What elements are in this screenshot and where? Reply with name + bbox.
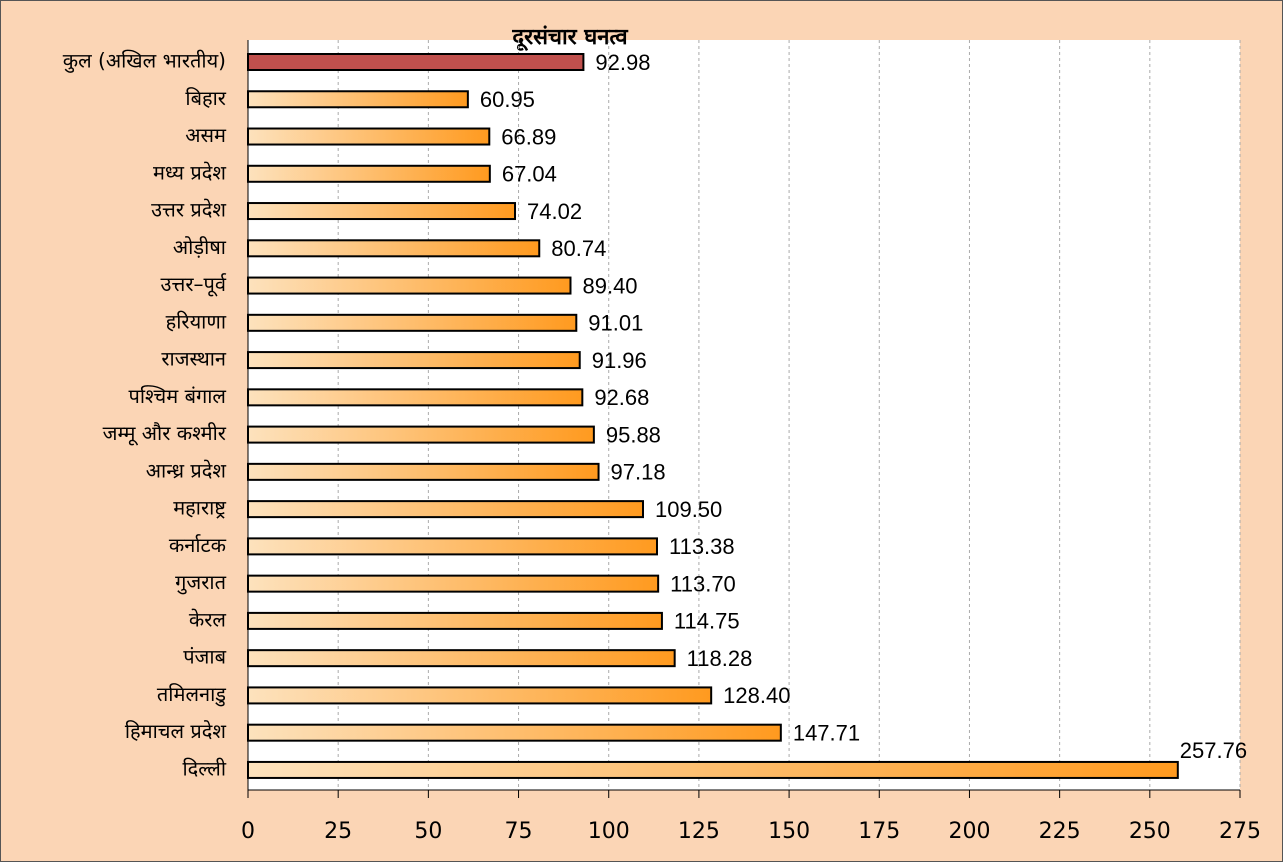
bar bbox=[247, 760, 1179, 779]
y-tick-label: हिमाचल प्रदेश bbox=[125, 719, 227, 743]
data-label: 97.18 bbox=[611, 460, 666, 485]
x-tick-label: 100 bbox=[588, 819, 630, 844]
bar bbox=[247, 202, 517, 221]
data-label: 74.02 bbox=[527, 199, 582, 224]
y-tick-label: पश्चिम बंगाल bbox=[129, 384, 227, 408]
y-tick-label: महाराष्ट्र bbox=[173, 496, 226, 520]
x-tick-label: 150 bbox=[768, 819, 810, 844]
x-tick-label: 225 bbox=[1039, 819, 1081, 844]
bar bbox=[247, 723, 782, 742]
bar bbox=[247, 53, 585, 71]
data-label: 66.89 bbox=[501, 124, 556, 149]
y-tick-label: उत्तर प्रदेश bbox=[151, 198, 226, 222]
y-tick-label: ओड़ीषा bbox=[173, 235, 227, 259]
data-label: 91.01 bbox=[588, 311, 643, 336]
bar bbox=[247, 611, 663, 630]
data-label: 118.28 bbox=[687, 646, 753, 671]
x-tick-label: 75 bbox=[505, 819, 533, 844]
y-tick-label: पंजाब bbox=[183, 645, 226, 669]
bar bbox=[247, 164, 491, 183]
bar bbox=[247, 500, 644, 519]
data-label: 113.70 bbox=[670, 571, 736, 596]
x-tick-label: 175 bbox=[858, 819, 900, 844]
x-tick-label: 50 bbox=[414, 819, 442, 844]
chart-title: दूरसंचार घनत्व bbox=[511, 25, 628, 52]
y-tick-label: आन्ध्र प्रदेश bbox=[146, 458, 227, 482]
data-label: 113.38 bbox=[669, 534, 735, 559]
bar bbox=[247, 462, 600, 481]
data-label: 114.75 bbox=[674, 609, 740, 634]
data-label: 60.95 bbox=[480, 87, 535, 112]
y-tick-label: दिल्ली bbox=[182, 756, 226, 780]
bar bbox=[247, 574, 660, 593]
y-tick-label: असम bbox=[185, 123, 227, 147]
data-label: 147.71 bbox=[793, 720, 860, 745]
y-tick-label: तमिलनाडु bbox=[157, 682, 226, 707]
bar bbox=[247, 537, 658, 556]
bar bbox=[247, 686, 713, 705]
y-tick-label: गुजरात bbox=[175, 570, 226, 595]
bar bbox=[247, 127, 491, 146]
data-label: 257.76 bbox=[1180, 738, 1247, 763]
bar bbox=[247, 351, 581, 370]
y-tick-label: हरियाणा bbox=[166, 309, 227, 333]
bar bbox=[247, 90, 469, 109]
x-tick-label: 25 bbox=[324, 819, 352, 844]
data-label: 67.04 bbox=[502, 162, 557, 187]
data-label: 91.96 bbox=[592, 348, 647, 373]
y-tick-label: केरल bbox=[189, 607, 227, 631]
data-label: 95.88 bbox=[606, 422, 661, 447]
bar bbox=[247, 276, 572, 295]
data-label: 92.98 bbox=[595, 50, 650, 75]
x-tick-label: 275 bbox=[1219, 819, 1261, 844]
y-tick-label: कर्नाटक bbox=[169, 533, 227, 557]
y-tick-label: कुल (अखिल भारतीय) bbox=[63, 49, 226, 74]
bar bbox=[247, 649, 676, 668]
bar bbox=[247, 313, 578, 332]
y-tick-label: मध्य प्रदेश bbox=[153, 160, 226, 184]
y-tick-label: राजस्थान bbox=[161, 347, 227, 371]
bar bbox=[247, 425, 595, 444]
plot-area bbox=[248, 40, 1240, 790]
y-tick-label: बिहार bbox=[185, 86, 226, 110]
x-tick-label: 125 bbox=[678, 819, 720, 844]
bar bbox=[247, 239, 541, 258]
data-label: 80.74 bbox=[551, 236, 606, 261]
data-label: 109.50 bbox=[655, 497, 722, 522]
x-tick-label: 250 bbox=[1129, 819, 1171, 844]
x-tick-label: 0 bbox=[241, 819, 255, 844]
data-label: 92.68 bbox=[594, 385, 649, 410]
data-label: 89.40 bbox=[582, 273, 637, 298]
y-tick-label: उत्तर–पूर्व bbox=[161, 272, 227, 297]
x-tick-label: 200 bbox=[948, 819, 990, 844]
bar bbox=[247, 388, 584, 407]
y-tick-label: जम्मू और कश्मीर bbox=[103, 421, 227, 446]
data-label: 128.40 bbox=[723, 683, 790, 708]
